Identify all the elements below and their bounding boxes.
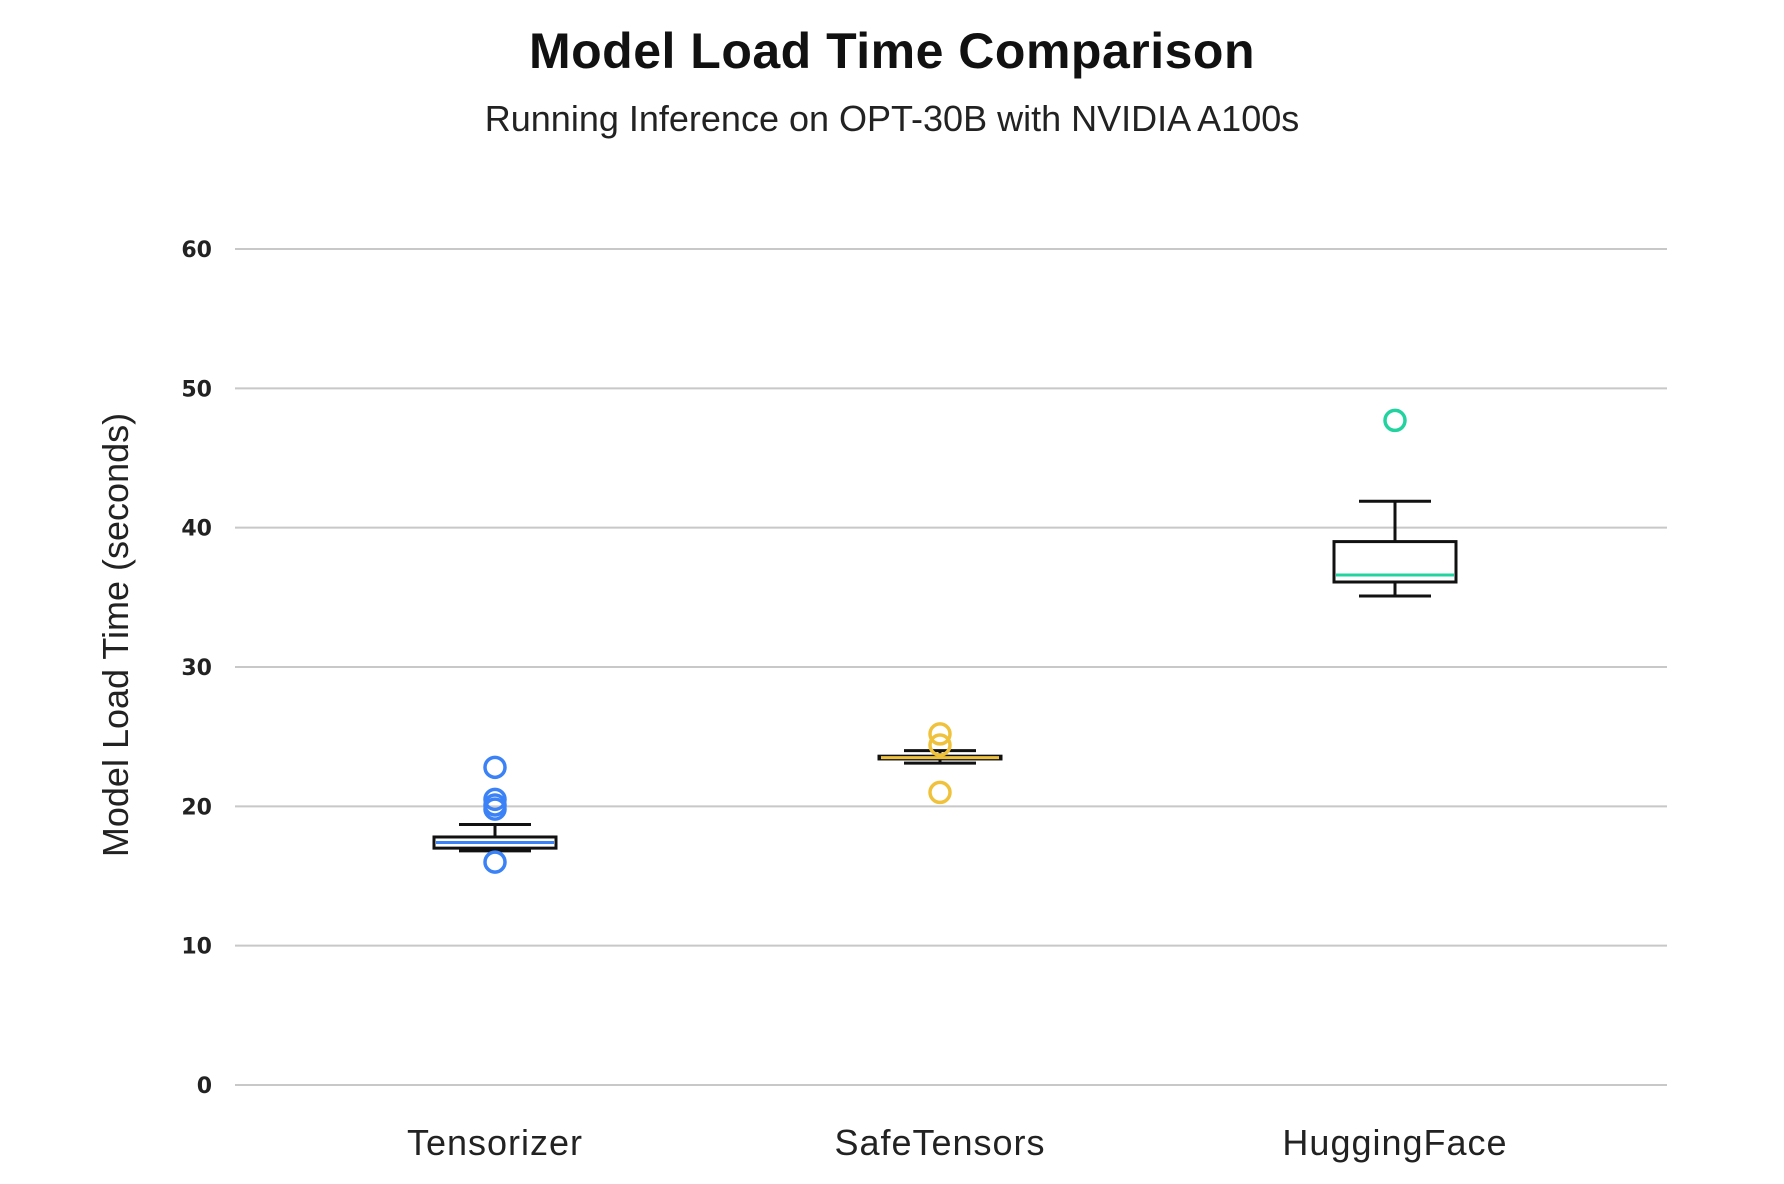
outlier-point	[1383, 408, 1407, 433]
outlier-point	[928, 780, 952, 805]
boxes	[432, 408, 1458, 874]
outlier-point	[928, 733, 952, 757]
outlier-point	[483, 755, 507, 780]
x-tick-label: Tensorizer	[407, 1122, 583, 1163]
box-huggingface	[1332, 408, 1458, 598]
outlier-point	[928, 722, 952, 746]
gridlines	[235, 248, 1667, 1086]
y-tick-label: 50	[181, 377, 212, 402]
y-tick-label: 30	[181, 656, 212, 681]
y-tick-label: 40	[181, 517, 212, 542]
chart-title: Model Load Time Comparison	[528, 23, 1256, 79]
y-axis-ticks: 0 10 20 30 40 50 60	[181, 238, 212, 1099]
outlier-point	[483, 850, 507, 874]
y-axis-label: Model Load Time (seconds)	[95, 413, 136, 857]
x-tick-label: HuggingFace	[1282, 1122, 1507, 1163]
y-tick-label: 20	[181, 795, 212, 820]
y-tick-label: 0	[197, 1074, 212, 1099]
y-tick-label: 60	[181, 238, 212, 263]
chart-subtitle: Running Inference on OPT-30B with NVIDIA…	[484, 98, 1300, 139]
box-safetensors	[877, 722, 1003, 805]
outlier-point	[483, 797, 507, 821]
x-axis-ticks: Tensorizer SafeTensors HuggingFace	[407, 1122, 1507, 1163]
box-tensorizer	[432, 755, 558, 874]
y-tick-label: 10	[181, 935, 212, 960]
x-tick-label: SafeTensors	[834, 1122, 1045, 1163]
